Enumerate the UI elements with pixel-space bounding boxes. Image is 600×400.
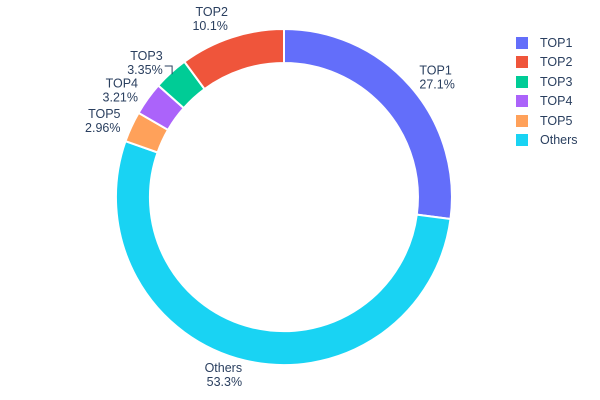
slice-label-top2: TOP2 10.1% xyxy=(192,5,228,33)
legend-swatch-icon xyxy=(516,36,528,49)
legend-item-label: TOP5 xyxy=(540,113,573,128)
leader-line-top3 xyxy=(164,65,173,75)
legend-item-top3[interactable]: TOP3 xyxy=(514,72,578,92)
legend-swatch-icon xyxy=(516,56,528,69)
legend-item-top1[interactable]: TOP1 xyxy=(514,33,578,53)
pie-slice-top2[interactable] xyxy=(183,27,285,91)
legend-item-label: Others xyxy=(540,133,578,147)
legend: TOP1 TOP2 TOP3 TOP4 TOP5 Others xyxy=(514,33,578,150)
legend-item-others[interactable]: Others xyxy=(514,131,578,151)
pie-slice-top1[interactable] xyxy=(283,27,453,221)
legend-swatch-icon xyxy=(516,114,528,127)
slice-label-top3: TOP3 3.35% xyxy=(127,49,163,77)
legend-swatch-icon xyxy=(516,75,528,88)
legend-item-label: TOP4 xyxy=(540,94,573,108)
slice-label-top5: TOP5 2.96% xyxy=(85,107,121,135)
legend-item-label: TOP1 xyxy=(540,35,573,50)
legend-item-top4[interactable]: TOP4 xyxy=(514,92,578,112)
slice-label-others: Others 53.3% xyxy=(205,361,243,389)
legend-item-label: TOP3 xyxy=(540,74,573,89)
legend-item-top2[interactable]: TOP2 xyxy=(514,53,578,73)
legend-item-top5[interactable]: TOP5 xyxy=(514,111,578,131)
slice-label-top1: TOP1 27.1% xyxy=(419,63,454,91)
legend-item-label: TOP2 xyxy=(540,55,573,69)
legend-swatch-icon xyxy=(516,95,528,108)
pie-slice-others[interactable] xyxy=(114,139,452,367)
legend-swatch-icon xyxy=(516,134,528,147)
slice-label-top4: TOP4 3.21% xyxy=(103,77,139,105)
